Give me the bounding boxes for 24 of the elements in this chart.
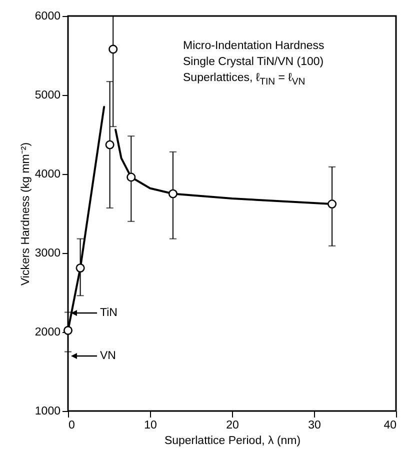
y-tick-label: 6000 bbox=[34, 10, 60, 22]
x-tick-label: 10 bbox=[144, 420, 157, 432]
annotation: Micro-Indentation Hardness bbox=[183, 39, 324, 54]
annotation: TiN bbox=[100, 307, 118, 319]
y-tick-label: 3000 bbox=[34, 248, 60, 260]
annotation: Single Crystal TiN/VN (100) bbox=[183, 55, 324, 70]
x-tick-label: 0 bbox=[68, 420, 75, 432]
y-tick-label: 1000 bbox=[34, 406, 60, 418]
annotation: VN bbox=[100, 350, 116, 362]
point bbox=[168, 189, 178, 198]
y-tick-label: 4000 bbox=[34, 168, 60, 180]
point bbox=[105, 140, 114, 150]
y-axis-title: Vickers Hardness (kg mm⁻²) bbox=[20, 142, 32, 286]
point bbox=[76, 263, 85, 273]
x-tick-label: 20 bbox=[226, 420, 239, 432]
x-tick-label: 40 bbox=[384, 420, 396, 432]
y-tick-label: 2000 bbox=[34, 326, 60, 338]
point bbox=[108, 44, 118, 54]
x-axis-title: Superlattice Period, λ (nm) bbox=[164, 435, 301, 447]
point bbox=[328, 200, 337, 209]
point bbox=[126, 172, 136, 182]
y-tick-label: 5000 bbox=[34, 90, 60, 102]
x-tick-label: 30 bbox=[308, 420, 321, 432]
annotation: Superlattices, ℓ$_{TIN}$ = ℓ$_{VN}$ bbox=[183, 71, 306, 90]
